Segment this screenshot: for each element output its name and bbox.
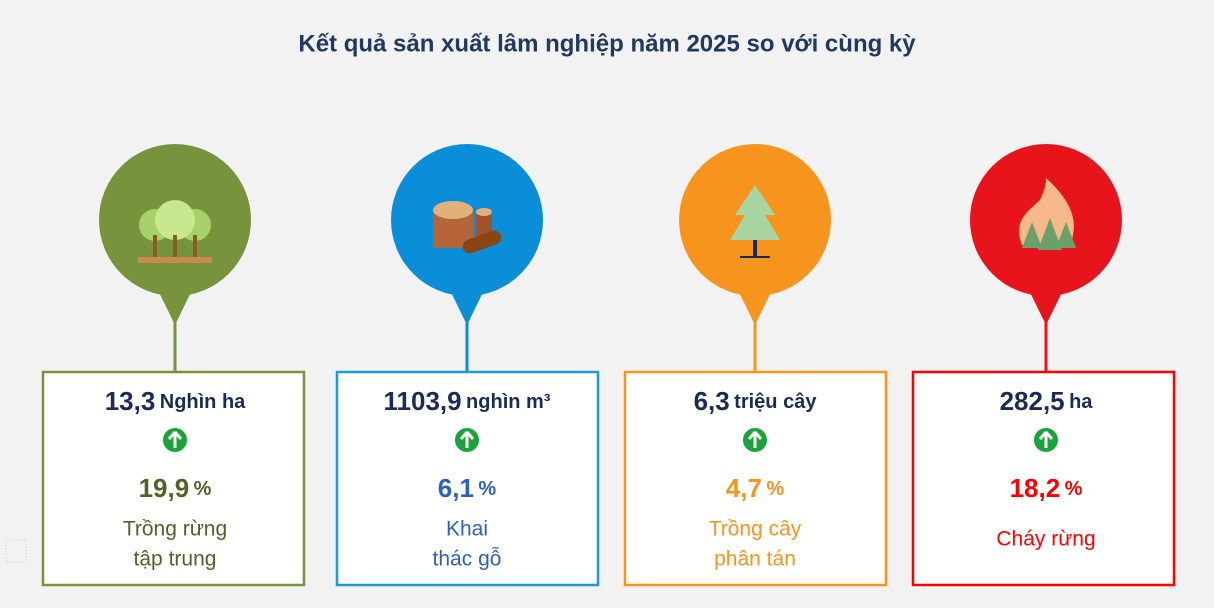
change-line: 4,7 % bbox=[726, 473, 785, 503]
change-unit: % bbox=[194, 478, 212, 500]
change-line: 19,9 % bbox=[139, 473, 212, 503]
icon-tree bbox=[730, 185, 780, 258]
up-arrow bbox=[747, 431, 763, 448]
up-arrow bbox=[1038, 431, 1054, 448]
icon-fire bbox=[1019, 178, 1076, 250]
unit: nghìn m³ bbox=[466, 391, 551, 413]
card bbox=[335, 370, 600, 587]
decoration bbox=[5, 539, 27, 563]
up-arrow bbox=[459, 431, 475, 448]
unit: ha bbox=[1069, 391, 1093, 413]
change-unit: % bbox=[766, 478, 784, 500]
unit: triệu cây bbox=[734, 391, 817, 413]
icon-logs bbox=[433, 201, 502, 254]
card bbox=[41, 370, 306, 587]
label: Trồng rừng bbox=[123, 518, 227, 541]
label: phân tán bbox=[714, 548, 796, 571]
label: Trồng cây bbox=[709, 518, 802, 541]
change-line: 6,1 % bbox=[438, 473, 497, 503]
label: Cháy rừng bbox=[996, 528, 1095, 551]
label: Khai bbox=[446, 518, 488, 541]
change: 18,2 bbox=[1010, 473, 1061, 503]
value-line: 1103,9 nghìn m³ bbox=[384, 386, 551, 416]
card bbox=[911, 370, 1176, 587]
label: tập trung bbox=[134, 548, 217, 571]
value-line: 13,3 Nghìn ha bbox=[105, 386, 246, 416]
change-unit: % bbox=[478, 478, 496, 500]
up-arrow bbox=[167, 431, 183, 448]
change: 4,7 bbox=[726, 473, 762, 503]
value: 13,3 bbox=[105, 386, 156, 416]
value: 1103,9 bbox=[384, 386, 462, 416]
icon-forest bbox=[138, 200, 212, 263]
unit: Nghìn ha bbox=[160, 391, 246, 413]
card bbox=[623, 370, 888, 587]
change: 19,9 bbox=[139, 473, 190, 503]
value: 6,3 bbox=[694, 386, 730, 416]
label: thác gỗ bbox=[433, 548, 502, 571]
change-unit: % bbox=[1065, 478, 1083, 500]
value-line: 282,5 ha bbox=[1000, 386, 1094, 416]
title: Kết quả sản xuất lâm nghiệp năm 2025 so … bbox=[298, 30, 916, 57]
value: 282,5 bbox=[1000, 386, 1065, 416]
change: 6,1 bbox=[438, 473, 474, 503]
value-line: 6,3 triệu cây bbox=[694, 386, 818, 416]
change-line: 18,2 % bbox=[1010, 473, 1083, 503]
